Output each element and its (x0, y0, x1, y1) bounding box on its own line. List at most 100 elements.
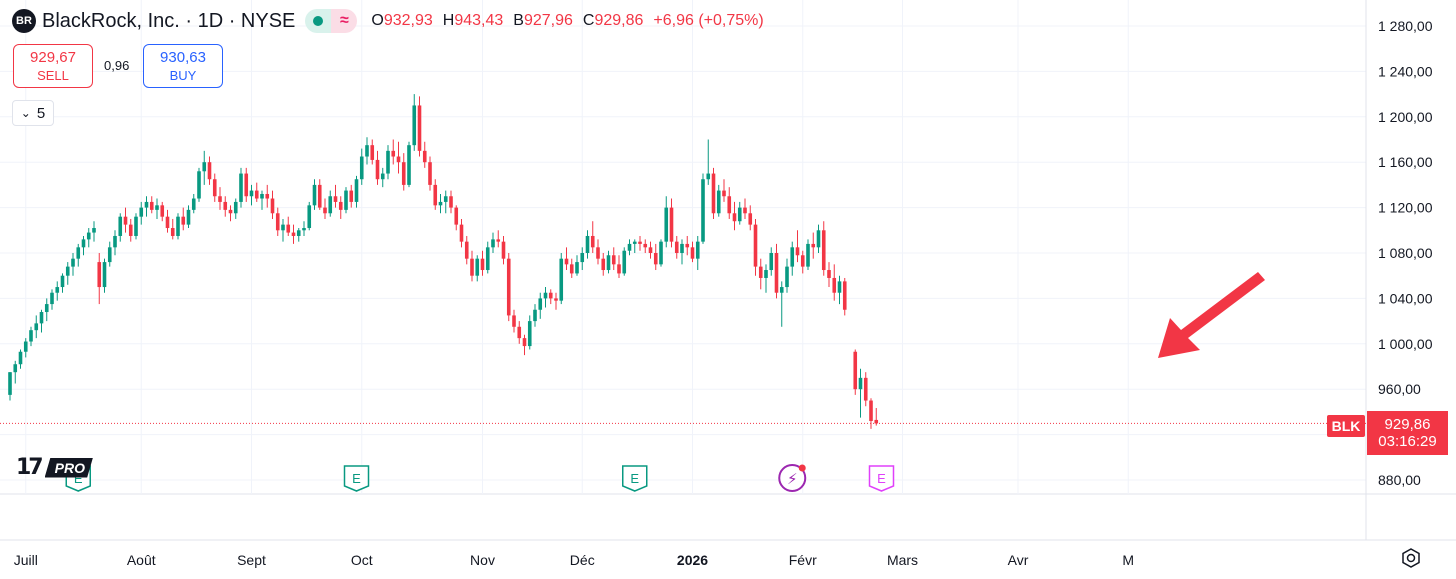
candle-body (517, 326, 522, 339)
candle-body (596, 247, 600, 259)
candle-body (690, 247, 695, 259)
candle-body (338, 201, 343, 210)
indicators-toggle-button[interactable]: ⌄ 5 (12, 100, 54, 126)
candle (391, 139, 396, 165)
symbol-title[interactable]: BlackRock, Inc. · 1D · NYSE (42, 9, 296, 32)
candle-body (228, 209, 233, 214)
candle (690, 241, 695, 263)
candle-body (512, 315, 516, 327)
earnings-event-icon[interactable]: E (868, 465, 895, 492)
spread-value: 0,96 (104, 58, 130, 73)
svg-text:E: E (630, 471, 639, 486)
candle (113, 230, 117, 256)
candle-body (170, 228, 175, 236)
candle (197, 167, 201, 202)
candle (632, 239, 637, 253)
candle-body (128, 224, 133, 236)
buy-button[interactable]: 930,63 BUY (143, 44, 223, 88)
sell-label: SELL (37, 68, 69, 83)
candle (422, 141, 427, 168)
candle-body (475, 258, 480, 276)
candle (160, 201, 165, 222)
candle (44, 298, 49, 322)
candle-body (92, 228, 96, 233)
x-tick-label: Nov (470, 552, 495, 568)
time-axis[interactable]: Juill Août Sept Oct Nov Déc 2026 Févr Mars Avr M (14, 552, 1134, 568)
candle-body (181, 216, 186, 225)
news-flash-icon[interactable]: ⚡ (778, 464, 807, 492)
candle (816, 224, 821, 253)
candle-body (76, 247, 81, 259)
candle-body (790, 247, 795, 267)
earnings-event-icon[interactable]: E (343, 465, 370, 492)
candle-body (244, 173, 249, 197)
candle-body (758, 266, 763, 278)
candle-body (643, 243, 648, 248)
candle (580, 247, 585, 271)
candle-body (296, 230, 301, 236)
candle (853, 349, 858, 395)
candle-body (176, 216, 180, 236)
candle (401, 153, 406, 191)
indicators-count: 5 (36, 104, 46, 122)
x-tick-label: Oct (351, 552, 373, 568)
data-delay-icon[interactable]: ≈ (331, 9, 358, 33)
candle (370, 139, 375, 165)
candle-body (716, 190, 721, 214)
candle-body (496, 239, 501, 242)
candle-body (559, 258, 564, 301)
y-tick-label: 1 080,00 (1378, 245, 1433, 261)
y-tick-label: 1 280,00 (1378, 18, 1433, 34)
settings-gear-icon[interactable] (1400, 547, 1422, 569)
candle (548, 289, 553, 305)
candle (338, 196, 343, 219)
candle (228, 205, 233, 222)
candle-body (275, 213, 280, 231)
candle (575, 255, 579, 276)
symbol-tag: BLK (1327, 415, 1365, 437)
candle (659, 239, 663, 267)
market-status[interactable]: ≈ (305, 9, 358, 33)
candle-body (548, 292, 553, 299)
candle-body (527, 321, 532, 347)
candle-body (454, 207, 459, 225)
tradingview-logo[interactable]: 17 PRO (16, 455, 93, 480)
candle (664, 196, 669, 248)
candle-body (659, 241, 663, 265)
candle-body (638, 241, 642, 244)
candle (18, 349, 23, 369)
candle (233, 198, 238, 219)
candle (39, 309, 44, 333)
market-open-icon[interactable] (305, 9, 332, 33)
candle (559, 253, 564, 305)
candle-body (632, 241, 637, 244)
candle (858, 368, 863, 418)
candle (86, 228, 91, 248)
candle (97, 253, 102, 305)
earnings-event-icon[interactable]: E (622, 465, 648, 492)
candle-body (664, 207, 669, 242)
price-axis[interactable]: 1 280,00 1 240,00 1 200,00 1 160,00 1 120,00… (1378, 18, 1433, 488)
candle (790, 241, 795, 276)
candle-body (543, 292, 548, 299)
candle (753, 218, 758, 276)
candle (449, 190, 453, 214)
candle-body (706, 173, 711, 180)
last-price-tag: 929,86 03:16:29 (1367, 411, 1448, 455)
candle-body (800, 255, 805, 267)
bar-countdown: 03:16:29 (1378, 433, 1437, 450)
candle-body (569, 264, 574, 274)
x-tick-label: Août (127, 552, 156, 568)
candle-body (401, 162, 406, 185)
sell-button[interactable]: 929,67 SELL (13, 44, 93, 88)
candle (785, 258, 789, 293)
candle (617, 255, 621, 278)
x-tick-label: Mars (887, 552, 918, 568)
candle (601, 253, 606, 276)
candle-body (212, 179, 217, 197)
x-tick-label: M (1122, 552, 1134, 568)
candle-body (617, 264, 621, 274)
candle (302, 221, 306, 236)
company-logo[interactable]: BR (12, 9, 36, 33)
